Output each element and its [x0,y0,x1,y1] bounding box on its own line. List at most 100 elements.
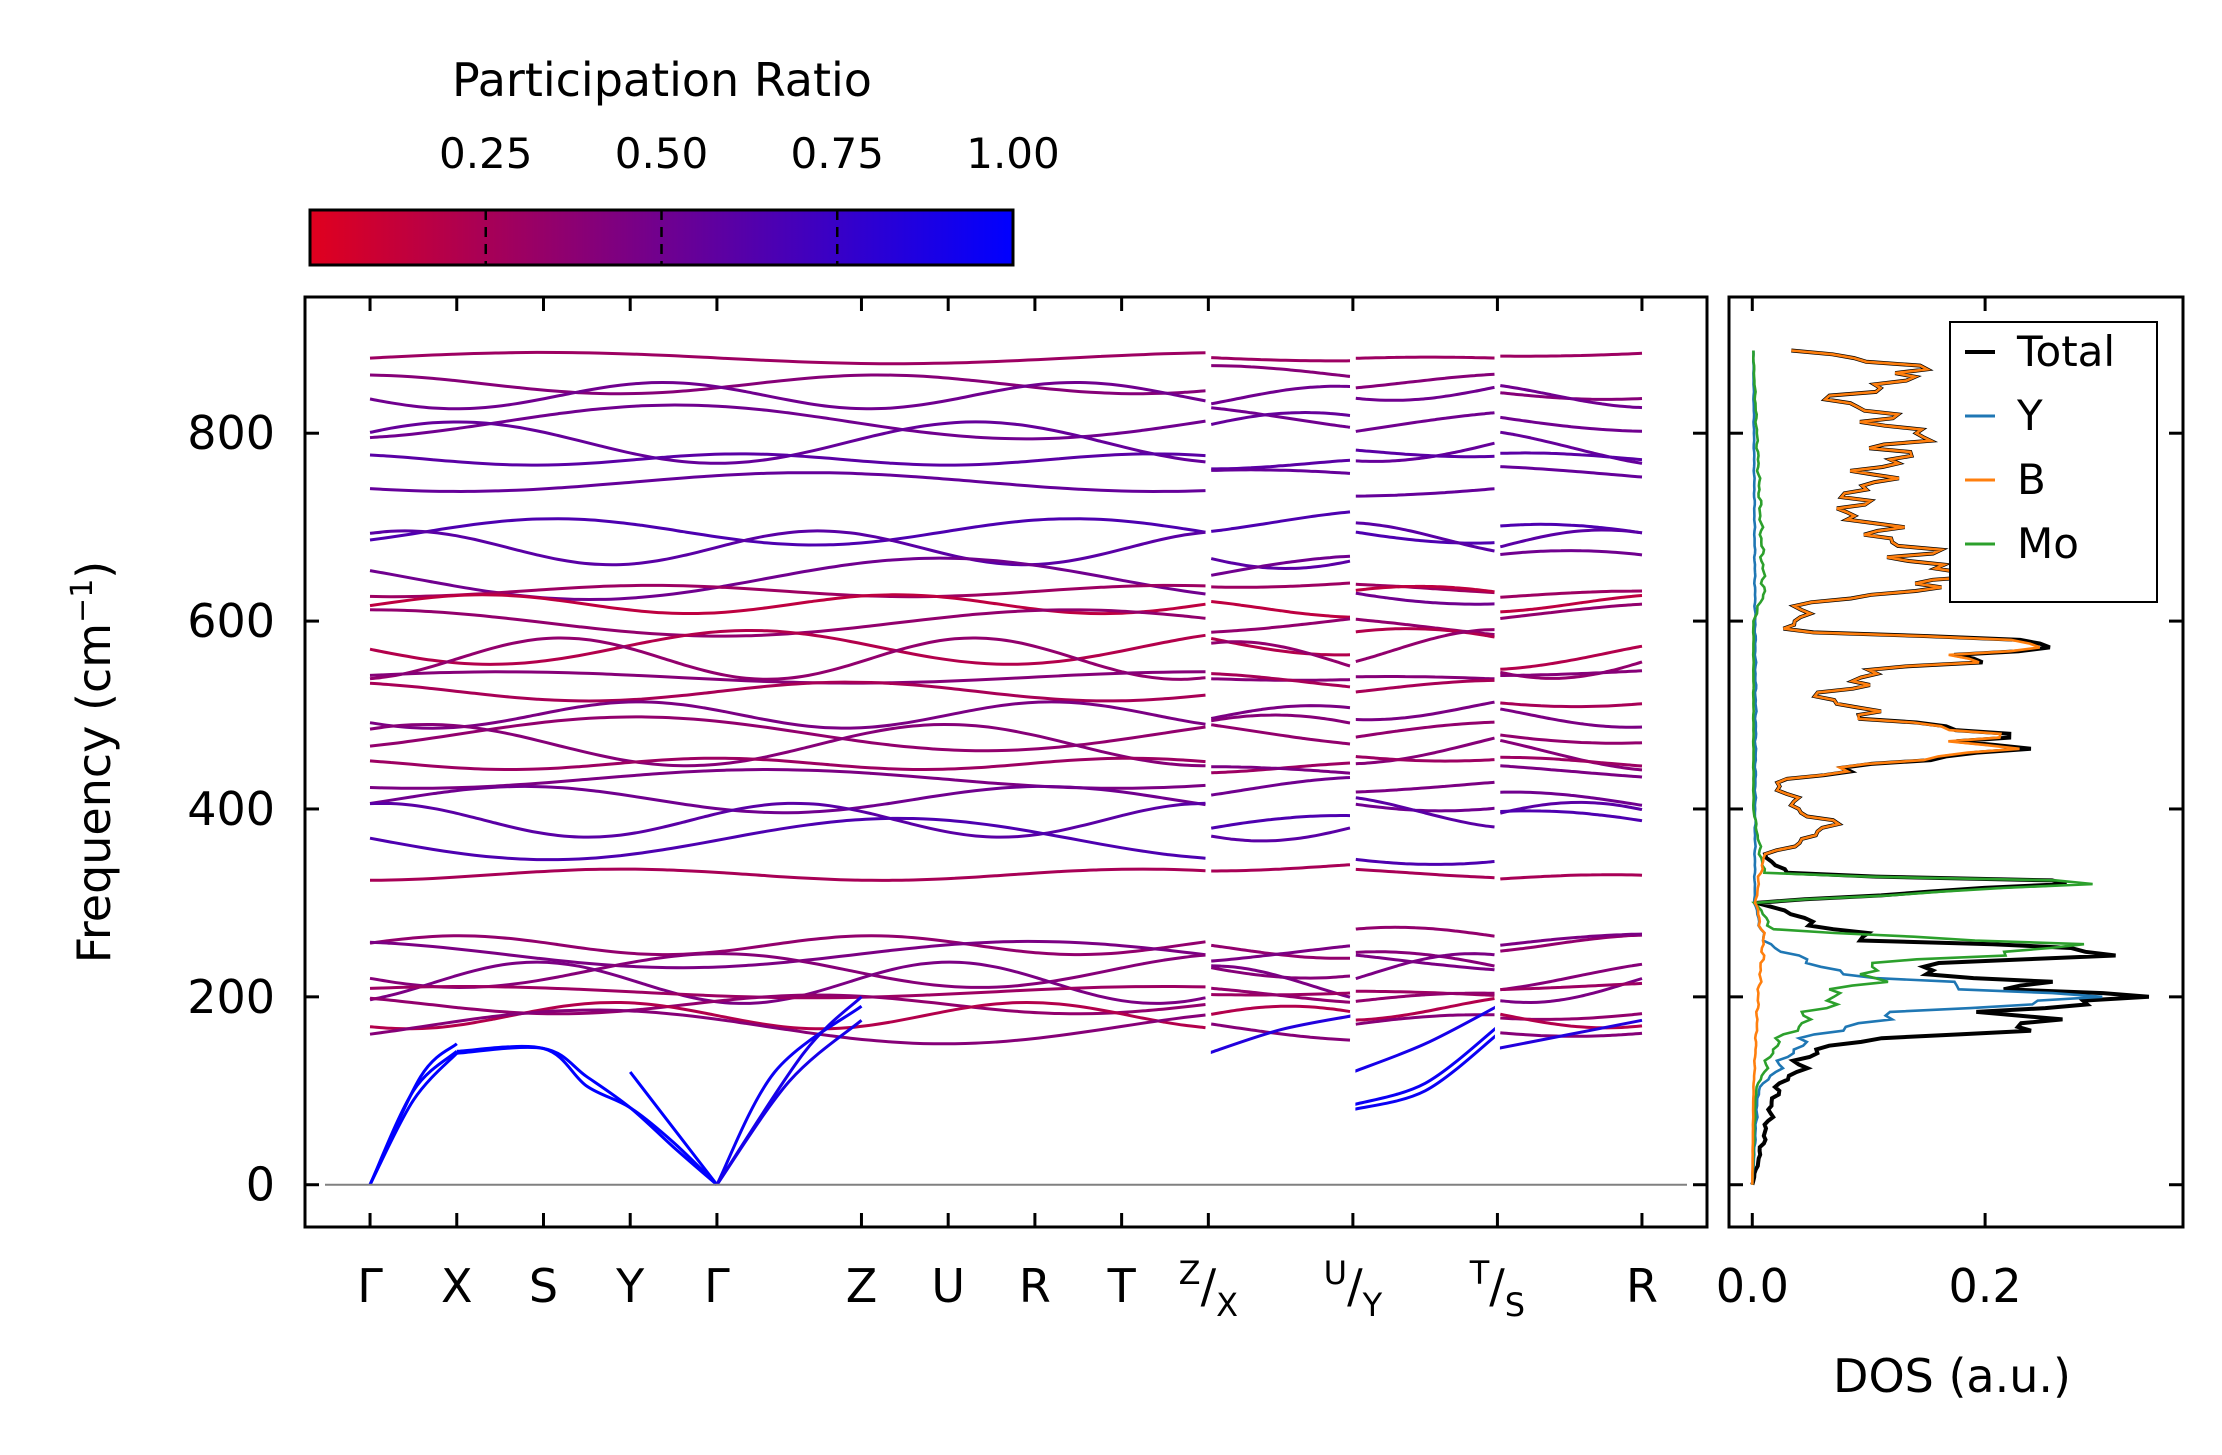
colorbar-tick-label: 0.25 [439,129,533,178]
phonon-band [1500,733,1643,745]
colorbar-title: Participation Ratio [452,53,872,107]
band-x-tick-label: S [529,1259,558,1313]
phonon-band [1355,627,1495,639]
phonon-band [1211,986,1351,1004]
dos-series-mo [1751,350,2093,1185]
colorbar-tick-label: 1.00 [966,129,1060,178]
acoustic-branch [1207,1014,1354,1055]
phonon-band [1355,530,1495,545]
phonon-band [1500,764,1643,779]
phonon-band [369,452,1206,467]
acoustic-branch [715,1019,863,1186]
dos-series-y [1751,350,2103,1185]
phonon-band [1355,720,1495,739]
band-x-tick-label: T/S [1469,1254,1525,1324]
band-y-ticks: 0 200 400 600 800 [187,406,1707,1212]
band-y-tick-label: 600 [187,594,275,648]
band-x-tick-label-slash: / [1201,1259,1217,1313]
phonon-band [1355,736,1495,766]
phonon-band [1500,962,1643,992]
phonon-band [1211,510,1351,533]
phonon-band [369,784,1206,815]
phonon-band [1500,549,1643,557]
acoustic-branch [456,1045,718,1186]
phonon-band [1499,1012,1643,1030]
dos-series-b [1751,349,2041,1185]
legend-label: Mo [2017,519,2079,568]
phonon-band [1211,356,1351,363]
phonon-band [1500,1031,1643,1038]
band-x-tick-label-sub: X [1216,1286,1238,1324]
band-x-tick-label-sub: Y [1362,1286,1383,1324]
phonon-band [1355,952,1495,981]
dos-legend: Total YB Mo [1949,321,2158,603]
phonon-band [1211,364,1351,378]
band-x-tick-label-sub: S [1505,1286,1525,1324]
acoustic-branch [715,1005,863,1186]
band-x-tick-label: Z [846,1259,878,1313]
phonon-band [1355,582,1495,595]
y-axis-title-sup: −1 [65,579,100,623]
phonon-band [369,934,1206,957]
phonon-band [369,608,1206,638]
phonon-band [369,939,1206,970]
band-y-tick-label: 0 [246,1158,275,1212]
dos-ticks: 0.0 0.2 [1716,297,2183,1313]
phonon-band [1211,964,1351,999]
phonon-band [1500,669,1643,677]
dos-x-tick-label: 0.0 [1716,1259,1789,1313]
phonon-band [1210,826,1351,843]
phonon-band [1210,554,1351,577]
phonon-band [1355,487,1495,498]
phonon-band [1355,411,1495,433]
phonon-band [1355,441,1495,463]
band-x-tick-label: R [1019,1259,1051,1313]
phonon-band [1355,591,1495,606]
band-x-tick-label: U [931,1259,965,1313]
acoustic-branch [1352,1004,1499,1074]
phonon-band [369,756,1206,772]
phonon-band [1500,933,1643,953]
acoustic-branch [456,1044,718,1186]
y-axis-title-text: Frequency (cm [67,623,121,963]
phonon-band [1500,589,1643,599]
legend-frame [1949,321,2158,603]
phonon-band [1211,406,1351,429]
phonon-band [1210,411,1351,426]
acoustic-branch [368,1052,458,1186]
phonon-band [1211,581,1351,589]
phonon-band [369,816,1206,862]
phonon-band [369,636,1206,681]
phonon-band [1500,755,1643,768]
phonon-band [369,628,1206,666]
phonon-band [369,517,1206,547]
phonon-band [369,867,1206,882]
phonon-band [1211,765,1351,775]
band-x-ticks: Γ X S Y Γ Z U R T Z/XU/YT/S R [357,297,1658,1324]
phonon-band [1355,755,1495,763]
phonon-band [1211,944,1351,963]
phonon-band [1355,372,1495,390]
phonon-band [1211,640,1351,668]
phonon-band [1211,600,1351,619]
phonon-band [1355,628,1495,663]
phonon-band [1499,707,1643,729]
phonon-band [1500,465,1643,479]
phonon-band [1211,672,1351,689]
phonon-band [1500,351,1643,358]
phonon-band [1355,997,1495,1022]
band-x-tick-label-sup: T [1469,1254,1490,1292]
phonon-band [1355,925,1495,938]
acoustic-branch [368,1042,458,1186]
legend-label: Y [2016,391,2043,440]
band-x-tick-label: U/Y [1324,1254,1383,1324]
band-x-tick-label: Γ [704,1259,730,1313]
phonon-band [1500,602,1643,620]
phonon-band [369,380,1206,411]
phonon-band [1355,521,1495,553]
phonon-band [1210,776,1351,797]
band-x-tick-label: X [441,1259,473,1313]
phonon-band [1211,863,1351,873]
dos-lines [1750,348,2150,1186]
